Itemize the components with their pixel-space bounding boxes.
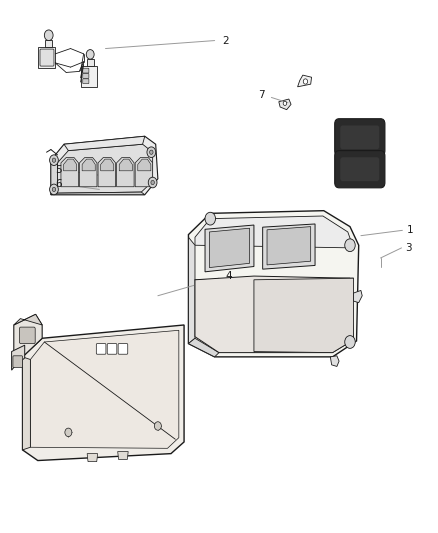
Polygon shape bbox=[38, 47, 55, 68]
Polygon shape bbox=[51, 160, 57, 195]
Polygon shape bbox=[45, 39, 52, 47]
Text: 3: 3 bbox=[406, 243, 412, 253]
Polygon shape bbox=[118, 451, 128, 459]
Polygon shape bbox=[195, 216, 353, 248]
Polygon shape bbox=[22, 325, 184, 461]
Polygon shape bbox=[61, 158, 78, 187]
Polygon shape bbox=[119, 159, 132, 171]
FancyBboxPatch shape bbox=[335, 119, 385, 156]
Circle shape bbox=[150, 150, 153, 155]
FancyBboxPatch shape bbox=[19, 327, 35, 344]
Circle shape bbox=[65, 428, 72, 437]
Polygon shape bbox=[279, 99, 291, 110]
Polygon shape bbox=[135, 158, 152, 187]
FancyBboxPatch shape bbox=[107, 344, 117, 354]
FancyBboxPatch shape bbox=[335, 151, 385, 188]
FancyBboxPatch shape bbox=[340, 157, 380, 181]
Circle shape bbox=[52, 158, 56, 163]
FancyBboxPatch shape bbox=[340, 125, 380, 150]
Polygon shape bbox=[353, 290, 362, 303]
Circle shape bbox=[49, 184, 58, 195]
Circle shape bbox=[205, 212, 215, 225]
Polygon shape bbox=[188, 338, 219, 357]
Polygon shape bbox=[80, 158, 97, 187]
Polygon shape bbox=[195, 276, 353, 353]
Circle shape bbox=[147, 147, 155, 158]
Polygon shape bbox=[138, 159, 151, 171]
Polygon shape bbox=[330, 356, 339, 367]
Circle shape bbox=[154, 422, 161, 430]
Polygon shape bbox=[81, 66, 97, 87]
Text: 4: 4 bbox=[225, 271, 232, 280]
Polygon shape bbox=[254, 278, 353, 353]
Circle shape bbox=[49, 155, 58, 165]
Polygon shape bbox=[14, 314, 42, 357]
Text: 1: 1 bbox=[406, 225, 413, 236]
Circle shape bbox=[303, 79, 307, 84]
Text: 7: 7 bbox=[258, 90, 265, 100]
Polygon shape bbox=[87, 454, 98, 462]
FancyBboxPatch shape bbox=[13, 356, 22, 368]
Polygon shape bbox=[12, 345, 25, 370]
FancyBboxPatch shape bbox=[83, 74, 89, 78]
Polygon shape bbox=[267, 227, 311, 265]
Polygon shape bbox=[82, 159, 95, 171]
Text: 2: 2 bbox=[222, 36, 229, 45]
Polygon shape bbox=[51, 192, 145, 195]
Circle shape bbox=[151, 180, 154, 184]
FancyBboxPatch shape bbox=[83, 68, 89, 73]
Text: 5: 5 bbox=[55, 165, 62, 175]
Polygon shape bbox=[117, 158, 134, 187]
Polygon shape bbox=[263, 224, 315, 269]
FancyBboxPatch shape bbox=[83, 79, 89, 84]
Polygon shape bbox=[297, 75, 311, 87]
Polygon shape bbox=[64, 159, 77, 171]
Circle shape bbox=[86, 50, 94, 59]
Circle shape bbox=[283, 101, 287, 106]
Polygon shape bbox=[64, 136, 145, 151]
Polygon shape bbox=[98, 158, 116, 187]
Polygon shape bbox=[30, 330, 179, 448]
Polygon shape bbox=[188, 237, 195, 344]
Polygon shape bbox=[188, 211, 359, 357]
Polygon shape bbox=[51, 136, 158, 195]
Polygon shape bbox=[57, 144, 152, 193]
Circle shape bbox=[52, 187, 56, 191]
Circle shape bbox=[345, 239, 355, 252]
Circle shape bbox=[345, 336, 355, 349]
FancyBboxPatch shape bbox=[96, 344, 106, 354]
Circle shape bbox=[44, 30, 53, 41]
Polygon shape bbox=[14, 314, 42, 325]
Polygon shape bbox=[205, 225, 254, 272]
Polygon shape bbox=[209, 228, 250, 268]
Polygon shape bbox=[22, 357, 30, 450]
Text: 6: 6 bbox=[55, 179, 62, 189]
Polygon shape bbox=[87, 59, 94, 66]
Polygon shape bbox=[101, 159, 114, 171]
FancyBboxPatch shape bbox=[40, 49, 54, 66]
Circle shape bbox=[148, 177, 157, 188]
FancyBboxPatch shape bbox=[118, 344, 128, 354]
